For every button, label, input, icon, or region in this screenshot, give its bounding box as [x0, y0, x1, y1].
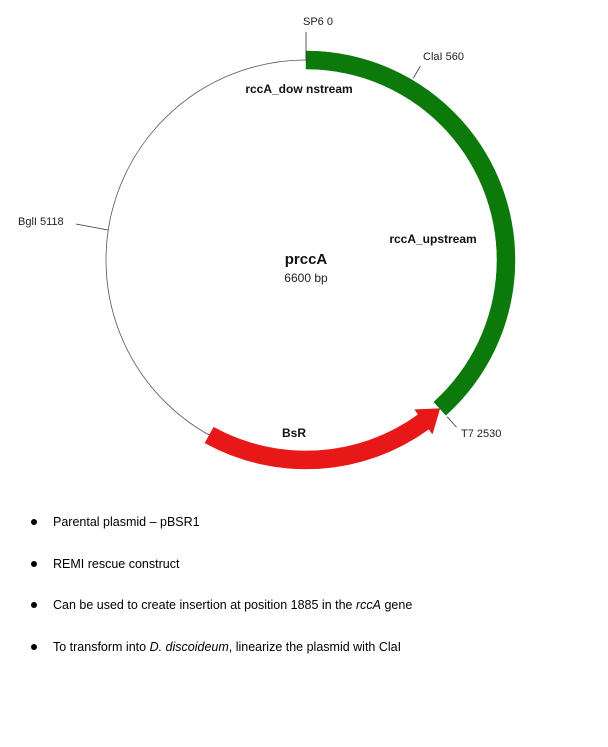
plasmid-size: 6600 bp [284, 271, 328, 285]
feature-rcca-upstream [433, 119, 516, 416]
bullet-icon [31, 560, 37, 567]
plasmid-name: prccA [285, 251, 328, 268]
feature-layer: rccA_dow nstream rccA_upstream BsR [204, 50, 516, 470]
note-item: REMI rescue construct [31, 556, 591, 598]
bullet-icon [31, 643, 37, 650]
site-label-sp6: SP6 0 [303, 16, 333, 28]
plasmid-map: rccA_dow nstream rccA_upstream BsR SP6 0 Cl… [18, 16, 516, 470]
note-text: D. discoideum [149, 639, 229, 654]
site-tick-clai [412, 66, 421, 79]
feature-bsr [204, 408, 441, 470]
note-text: To transform into [53, 639, 150, 654]
feature-label-rcca-upstream: rccA_upstream [389, 232, 476, 246]
note-item: To transform into D. discoideum, lineari… [31, 639, 591, 681]
note-item: Can be used to create insertion at posit… [31, 597, 591, 639]
site-tick-t7 [446, 416, 457, 428]
note-text: Can be used to create insertion at posit… [53, 598, 356, 612]
site-label-t7: T7 2530 [461, 428, 501, 440]
notes-list: Parental plasmid – pBSR1 REMI rescue cons… [31, 514, 591, 680]
site-tick-bgli [75, 223, 109, 231]
site-label-clai: ClaI 560 [423, 51, 464, 63]
note-text: rccA [355, 598, 381, 612]
site-label-bgli: BglI 5118 [18, 216, 64, 228]
note-text: gene [380, 598, 413, 612]
site-layer: SP6 0 ClaI 560 T7 2530 BglI 5118 [18, 16, 501, 440]
feature-label-rcca-downstream: rccA_dow nstream [245, 82, 352, 96]
bullet-icon [31, 602, 37, 608]
bullet-icon [31, 519, 37, 525]
note-text: REMI rescue construct [53, 556, 180, 571]
note-item: Parental plasmid – pBSR1 [31, 514, 591, 556]
note-text: , linearize the plasmid with ClaI [228, 639, 402, 654]
feature-label-bsr: BsR [282, 426, 306, 440]
note-text: Parental plasmid – pBSR1 [53, 515, 200, 529]
